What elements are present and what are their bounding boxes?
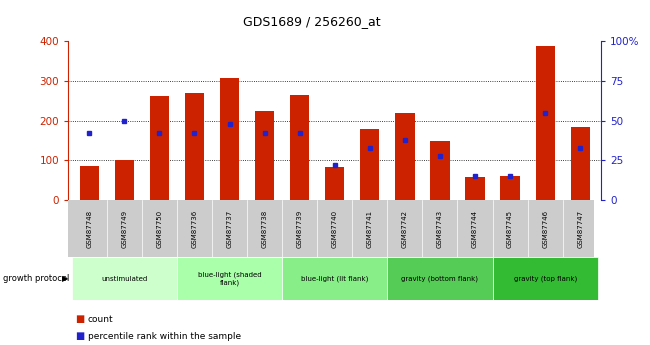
Text: GSM87745: GSM87745 bbox=[507, 209, 513, 248]
Text: GSM87743: GSM87743 bbox=[437, 209, 443, 248]
Text: GSM87748: GSM87748 bbox=[86, 209, 92, 248]
Bar bbox=[255, 111, 274, 200]
Bar bbox=[290, 95, 309, 200]
Bar bbox=[72, 257, 177, 300]
Bar bbox=[571, 127, 590, 200]
Bar bbox=[536, 46, 555, 200]
Bar bbox=[325, 167, 344, 200]
Text: GSM87744: GSM87744 bbox=[472, 209, 478, 248]
Bar bbox=[185, 93, 204, 200]
Text: GSM87741: GSM87741 bbox=[367, 209, 373, 248]
Bar bbox=[282, 257, 387, 300]
Text: count: count bbox=[88, 315, 113, 324]
Bar bbox=[220, 78, 239, 200]
Text: blue-light (lit flank): blue-light (lit flank) bbox=[301, 275, 369, 282]
Text: GDS1689 / 256260_at: GDS1689 / 256260_at bbox=[243, 16, 381, 29]
Text: gravity (top flank): gravity (top flank) bbox=[514, 275, 577, 282]
Text: blue-light (shaded
flank): blue-light (shaded flank) bbox=[198, 272, 261, 286]
Text: ■: ■ bbox=[75, 332, 84, 341]
Text: GSM87750: GSM87750 bbox=[157, 209, 162, 248]
Text: GSM87737: GSM87737 bbox=[227, 209, 233, 248]
Text: ■: ■ bbox=[75, 314, 84, 324]
Text: GSM87736: GSM87736 bbox=[192, 209, 198, 248]
Bar bbox=[465, 177, 485, 200]
Text: GSM87742: GSM87742 bbox=[402, 209, 408, 248]
Text: GSM87747: GSM87747 bbox=[577, 209, 583, 248]
Text: gravity (bottom flank): gravity (bottom flank) bbox=[402, 275, 478, 282]
Bar bbox=[80, 166, 99, 200]
Bar bbox=[430, 141, 450, 200]
Bar bbox=[360, 129, 380, 200]
Text: GSM87738: GSM87738 bbox=[261, 209, 268, 248]
Bar bbox=[493, 257, 598, 300]
Text: GSM87746: GSM87746 bbox=[542, 209, 548, 248]
Text: GSM87740: GSM87740 bbox=[332, 209, 338, 248]
Bar bbox=[177, 257, 282, 300]
Bar bbox=[387, 257, 493, 300]
Bar bbox=[114, 160, 134, 200]
Text: ▶: ▶ bbox=[62, 274, 68, 283]
Text: GSM87739: GSM87739 bbox=[296, 209, 303, 248]
Bar bbox=[150, 96, 169, 200]
Bar bbox=[395, 113, 415, 200]
Text: growth protocol: growth protocol bbox=[3, 274, 70, 283]
Text: GSM87749: GSM87749 bbox=[122, 209, 127, 248]
Text: unstimulated: unstimulated bbox=[101, 276, 148, 282]
Bar bbox=[500, 176, 520, 200]
Text: percentile rank within the sample: percentile rank within the sample bbox=[88, 332, 241, 341]
